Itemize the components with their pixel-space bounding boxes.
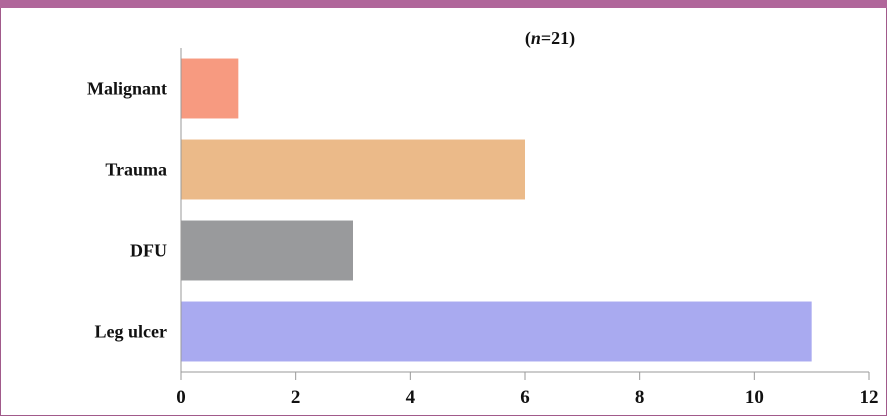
category-label: DFU xyxy=(130,241,167,261)
header-band xyxy=(0,0,887,8)
bar-trauma xyxy=(181,139,525,200)
bar-dfu xyxy=(181,220,353,281)
category-label: Leg ulcer xyxy=(95,322,167,342)
x-tick-label: 10 xyxy=(745,387,764,408)
category-label: Malignant xyxy=(87,79,167,99)
x-tick-label: 12 xyxy=(860,387,879,408)
x-tick-label: 8 xyxy=(635,387,645,408)
bar-malignant xyxy=(181,58,239,119)
bar-leg-ulcer xyxy=(181,301,812,362)
x-tick-label: 0 xyxy=(176,387,186,408)
category-label: Trauma xyxy=(105,160,167,180)
chart-title: (n=21) xyxy=(525,28,575,49)
x-tick-label: 2 xyxy=(291,387,301,408)
x-tick-label: 6 xyxy=(520,387,530,408)
x-tick-label: 4 xyxy=(406,387,416,408)
